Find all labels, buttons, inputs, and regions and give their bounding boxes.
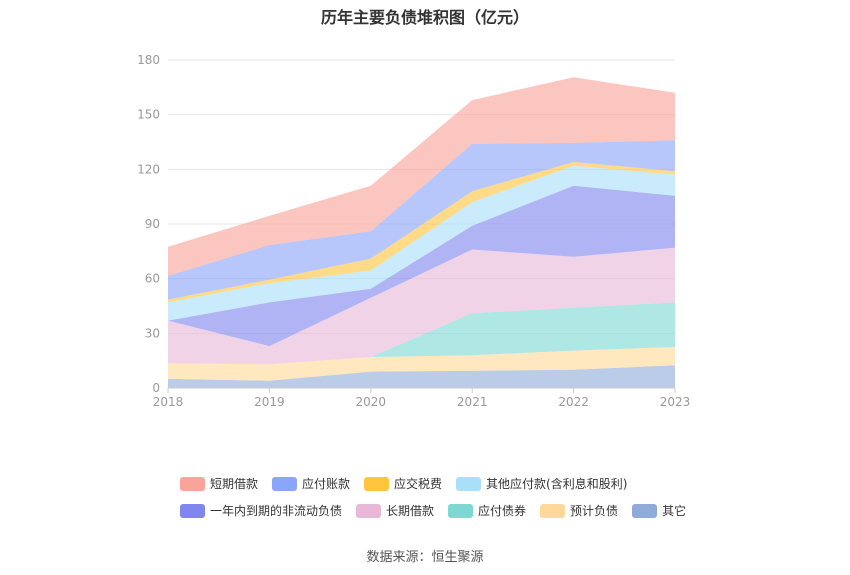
- x-tick-label: 2019: [254, 395, 285, 409]
- legend-item[interactable]: 应付债券: [448, 502, 526, 519]
- y-tick-label: 30: [145, 326, 160, 340]
- area-series-7: [168, 140, 675, 300]
- legend-swatch: [180, 476, 205, 491]
- legend-label: 长期借款: [386, 504, 435, 518]
- y-tick-label: 60: [145, 272, 160, 286]
- area-series-8: [168, 77, 675, 276]
- area-series: [168, 77, 675, 388]
- legend-item[interactable]: 其它: [632, 502, 686, 519]
- legend-label: 其它: [662, 504, 687, 518]
- legend-item[interactable]: 预计负债: [540, 502, 618, 519]
- legend-swatch: [364, 476, 390, 491]
- x-tick-label: 2022: [558, 395, 589, 409]
- y-tick-label: 0: [152, 381, 160, 395]
- data-source-note: 数据来源：恒生聚源: [366, 550, 484, 565]
- legend-row: 短期借款 应付账款 应交税费 其他应付款(含利息和股利): [180, 470, 740, 497]
- legend-swatch: [356, 503, 382, 518]
- x-tick-label: 2018: [153, 395, 184, 409]
- y-tick-label: 90: [145, 217, 160, 231]
- area-series-6: [168, 162, 675, 303]
- area-series-0: [168, 365, 675, 388]
- area-series-5: [168, 165, 675, 321]
- area-series-3: [168, 247, 675, 365]
- y-tick-label: 120: [137, 162, 160, 176]
- legend-row: 一年内到期的非流动负债 长期借款 应付债券 预计负债 其它: [180, 497, 740, 524]
- stacked-area-chart: 0 30 60 90 120 150 180 2018 2019 2020 2021 2022 2023: [137, 53, 690, 409]
- legend-label: 一年内到期的非流动负债: [210, 504, 343, 518]
- legend-swatch: [272, 476, 298, 491]
- area-series-4: [168, 185, 675, 347]
- legend-label: 应付账款: [302, 477, 351, 491]
- legend-label: 应付债券: [478, 504, 527, 518]
- legend-swatch: [456, 476, 482, 491]
- legend-item[interactable]: 应交税费: [364, 475, 442, 492]
- legend-item[interactable]: 应付账款: [272, 475, 350, 492]
- legend-item[interactable]: 其他应付款(含利息和股利): [456, 475, 627, 492]
- chart-title: 历年主要负债堆积图（亿元）: [320, 8, 529, 27]
- x-tick-label: 2020: [356, 395, 387, 409]
- axes: 0 30 60 90 120 150 180 2018 2019 2020 2021 2022 2023: [137, 53, 690, 409]
- legend-label: 其他应付款(含利息和股利): [486, 477, 628, 491]
- legend-item[interactable]: 一年内到期的非流动负债: [180, 502, 342, 519]
- y-tick-label: 150: [137, 108, 160, 122]
- legend-swatch: [632, 503, 658, 518]
- legend: 短期借款 应付账款 应交税费 其他应付款(含利息和股利) 一年内到期的非流动负债 长期借款…: [180, 470, 740, 524]
- legend-item[interactable]: 短期借款: [180, 475, 258, 492]
- legend-label: 应交税费: [394, 477, 443, 491]
- legend-swatch: [180, 503, 205, 518]
- legend-label: 短期借款: [210, 477, 259, 491]
- legend-item[interactable]: 长期借款: [356, 502, 434, 519]
- area-series-1: [168, 347, 675, 381]
- x-tick-label: 2021: [457, 395, 488, 409]
- x-tick-label: 2023: [660, 395, 691, 409]
- area-series-2: [168, 302, 675, 365]
- y-tick-label: 180: [137, 53, 160, 67]
- legend-swatch: [540, 503, 566, 518]
- legend-label: 预计负债: [570, 504, 619, 518]
- legend-swatch: [448, 503, 474, 518]
